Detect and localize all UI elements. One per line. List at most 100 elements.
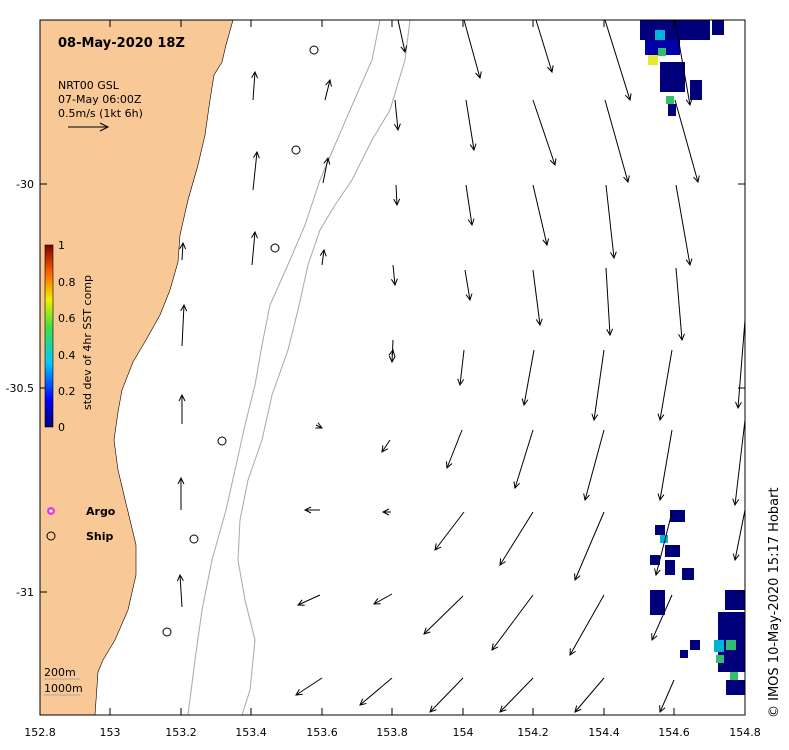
land-mass	[39, 19, 234, 716]
current-arrow	[465, 184, 473, 226]
x-tick-label: 152.8	[24, 726, 56, 739]
y-tick-label: -30.5	[6, 382, 34, 395]
x-tick-label: 153.4	[235, 726, 267, 739]
current-arrow-head	[591, 413, 599, 422]
colorbar-label: std dev of 4hr SST comp	[81, 275, 94, 410]
colorbar-tick: 0.4	[58, 349, 76, 362]
current-arrow	[397, 19, 406, 53]
x-tick-labels: 152.8 153 153.2 153.4 153.6 153.8 154 15…	[24, 726, 761, 739]
current-arrow-head	[583, 493, 590, 502]
current-arrow-head	[381, 445, 389, 453]
legend-argo-label: Argo	[86, 505, 116, 518]
current-arrow-head	[732, 498, 740, 507]
ship-marker	[217, 436, 227, 446]
contour-legend: 200m 1000m	[44, 666, 83, 696]
current-arrow-head	[381, 508, 390, 516]
current-arrow-head	[609, 251, 617, 260]
current-arrow-head	[176, 573, 184, 582]
current-arrow-head	[423, 627, 431, 635]
current-arrow	[675, 267, 683, 341]
sst-pixels-top	[640, 20, 724, 116]
current-arrow-head	[390, 278, 398, 287]
current-arrow-head	[178, 393, 186, 402]
current-arrow	[584, 429, 605, 501]
current-arrow	[532, 184, 548, 246]
current-arrow	[359, 677, 393, 706]
current-arrow	[181, 304, 185, 347]
current-arrow	[659, 679, 675, 713]
current-arrow	[181, 242, 184, 261]
current-arrow	[523, 349, 535, 406]
current-arrow	[535, 19, 553, 73]
current-arrow-head	[251, 230, 258, 239]
ship-markers	[162, 45, 319, 637]
current-arrow-head	[465, 293, 473, 302]
ship-marker	[162, 627, 172, 637]
colorbar-tick: 0.6	[58, 312, 76, 325]
x-tick-label: 153	[100, 726, 121, 739]
current-arrow-head	[659, 705, 666, 714]
current-arrow	[593, 349, 605, 421]
current-arrow	[251, 231, 256, 266]
current-arrows	[176, 19, 746, 714]
current-arrow-head	[654, 568, 661, 577]
current-arrow	[295, 677, 323, 696]
current-arrow-head	[429, 705, 437, 713]
current-arrow	[574, 511, 605, 581]
current-arrow	[675, 184, 691, 266]
current-arrow	[381, 439, 391, 453]
colorbar-tick: 0.2	[58, 385, 76, 398]
current-arrow-head	[467, 218, 475, 227]
current-arrow	[659, 349, 673, 421]
contour-label-1000m: 1000m	[44, 682, 83, 695]
current-arrow	[574, 677, 605, 713]
current-arrow-head	[535, 318, 543, 327]
current-arrow-head	[624, 93, 632, 102]
current-arrow	[423, 595, 464, 635]
current-arrow	[429, 677, 464, 713]
colorbar-tick: 0	[58, 421, 65, 434]
current-arrow-head	[319, 248, 327, 257]
colorbar-tick: 1	[58, 239, 65, 252]
current-arrow-head	[359, 698, 367, 706]
current-arrow	[532, 99, 556, 166]
current-arrow	[604, 19, 631, 101]
current-arrow	[446, 429, 463, 469]
current-arrow-head	[499, 705, 507, 713]
current-arrow-head	[469, 143, 477, 152]
current-arrow	[499, 511, 534, 566]
current-arrow-head	[574, 705, 582, 713]
current-arrow-head	[651, 633, 658, 642]
current-arrow-head	[499, 558, 506, 566]
x-tick-label: 153.8	[376, 726, 408, 739]
ship-marker	[270, 243, 280, 253]
current-arrow	[463, 19, 481, 79]
legend-ship-label: Ship	[86, 530, 114, 543]
current-arrow	[179, 574, 183, 608]
current-arrow	[674, 19, 691, 106]
y-tick-label: -31	[16, 586, 34, 599]
current-arrow-head	[549, 158, 557, 167]
current-arrow	[499, 677, 534, 713]
current-arrow	[394, 99, 399, 131]
current-arrow-head	[323, 156, 331, 165]
current-arrow	[651, 594, 673, 641]
current-arrow-head	[251, 70, 259, 79]
current-arrow	[491, 594, 534, 651]
current-arrow	[465, 99, 475, 151]
current-arrow	[734, 509, 746, 561]
current-arrow-head	[678, 333, 685, 342]
current-arrow	[514, 429, 534, 489]
current-arrow-head	[693, 175, 700, 184]
current-arrow-head	[393, 198, 401, 207]
current-arrow	[321, 249, 325, 266]
current-arrow-head	[179, 241, 187, 250]
source-line-2: 07-May 06:00Z	[58, 93, 142, 106]
current-arrow-head	[296, 599, 305, 606]
current-arrow-head	[295, 688, 303, 696]
source-line-3: 0.5m/s (1kt 6h)	[58, 107, 143, 120]
current-arrow	[324, 79, 331, 101]
current-arrow-head	[325, 78, 332, 87]
x-tick-label: 154.4	[588, 726, 620, 739]
